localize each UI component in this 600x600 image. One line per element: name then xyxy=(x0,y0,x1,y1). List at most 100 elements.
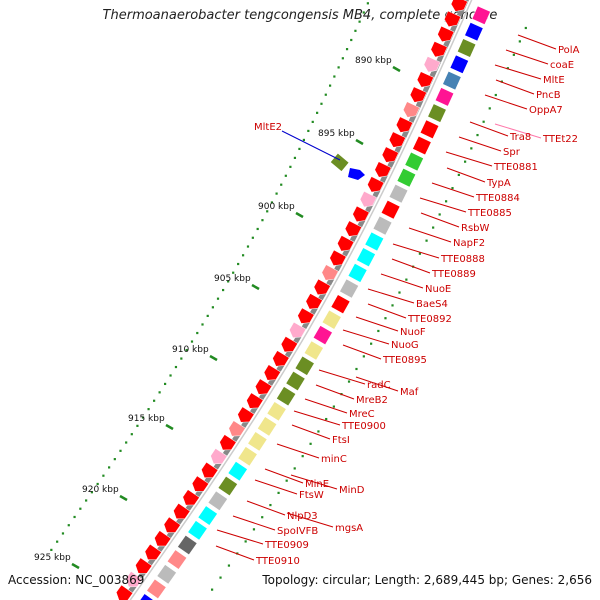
label-leader xyxy=(484,94,528,110)
gene-arrow xyxy=(359,190,377,208)
label-leader xyxy=(304,398,348,414)
gene-features xyxy=(115,0,491,600)
gene-block xyxy=(372,215,393,236)
guide-dot xyxy=(261,219,264,222)
guide-dot xyxy=(482,120,485,123)
label-leader xyxy=(367,303,407,319)
guide-dot xyxy=(232,271,235,274)
label-leader xyxy=(286,512,334,528)
guide-dot xyxy=(153,399,156,402)
guide-dot xyxy=(50,548,53,552)
guide-dot xyxy=(96,482,99,486)
guide-dot xyxy=(345,48,349,51)
scale-tick-label: 920 kbp xyxy=(82,485,119,495)
label-leader xyxy=(392,243,440,259)
gene-block xyxy=(434,87,455,107)
guide-dot xyxy=(341,57,344,60)
gene-arrow xyxy=(246,392,264,409)
label-leader xyxy=(431,182,475,198)
gene-block xyxy=(187,520,208,541)
gene-block xyxy=(456,38,477,58)
scale-tick-label: 915 kbp xyxy=(128,414,165,424)
guide-dot xyxy=(241,254,245,257)
gene-block xyxy=(442,70,462,91)
guide-dot xyxy=(85,499,88,502)
label-leader xyxy=(505,49,549,65)
gene-arrow xyxy=(173,502,191,520)
scale-ticks: 890 kbp 895 kbp 900 kbp 905 kbp 910 kbp 915 k… xyxy=(34,56,401,570)
gene-label: SpoIVFB xyxy=(277,526,318,537)
guide-dot xyxy=(384,317,387,320)
guide-dot xyxy=(147,408,150,411)
gene-block xyxy=(227,460,248,482)
gene-block xyxy=(380,199,401,220)
guide-dot xyxy=(246,245,250,248)
guide-dot xyxy=(470,147,473,150)
label-leader xyxy=(254,479,298,495)
gene-arrow xyxy=(402,101,421,118)
gene-label: TTE0895 xyxy=(382,355,427,366)
guide-dot xyxy=(227,280,230,283)
gene-block xyxy=(388,183,409,204)
label-leader xyxy=(355,376,399,392)
guide-dot xyxy=(418,252,422,255)
gene-arrow xyxy=(409,86,427,103)
guide-dot xyxy=(130,433,133,436)
scale-tick-mark xyxy=(119,494,128,502)
label-leader xyxy=(291,424,331,440)
guide-dot xyxy=(316,111,319,114)
guide-dot xyxy=(174,365,178,369)
guide-dot xyxy=(398,291,401,294)
gene-arrow xyxy=(201,461,219,478)
guide-dot xyxy=(362,355,365,358)
label-leader xyxy=(446,167,486,183)
map-title: Thermoanaerobacter tengcongensis MB4, co… xyxy=(102,8,498,23)
gene-label: TTE0885 xyxy=(467,208,512,219)
gene-block xyxy=(275,386,297,407)
scale-tick-mark xyxy=(165,423,174,431)
gene-block xyxy=(404,151,424,172)
scale-tick-label: 895 kbp xyxy=(318,129,355,139)
gene-block xyxy=(303,340,324,361)
gene-block xyxy=(197,505,218,526)
guide-dot xyxy=(324,93,327,96)
guide-dot xyxy=(494,93,497,97)
guide-dot xyxy=(61,532,65,535)
guide-dot xyxy=(317,430,320,433)
guide-dot xyxy=(512,53,515,56)
guide-dot xyxy=(328,84,332,87)
guide-dot xyxy=(185,348,188,352)
guide-dot xyxy=(370,342,373,345)
gene-label: NuoE xyxy=(425,284,451,295)
gene-arrow xyxy=(337,235,355,252)
label-leader xyxy=(420,212,460,228)
gene-arrow xyxy=(388,131,406,148)
label-leader xyxy=(380,273,424,289)
label-leader xyxy=(216,529,264,545)
gene-arrow xyxy=(313,278,331,295)
gene-arrow xyxy=(263,364,281,381)
gene-label: NlpD3 xyxy=(287,511,318,522)
gene-block xyxy=(312,325,333,346)
guide-dot xyxy=(244,540,247,543)
guide-dot xyxy=(158,391,161,394)
gene-labels: PolA coaE MltE PncB OppA7 TTEt22 Tra8 Spr TTE088… xyxy=(215,34,580,567)
scale-tick-label: 925 kbp xyxy=(34,553,71,563)
gene-block xyxy=(412,135,432,156)
guide-dot xyxy=(355,367,358,371)
guide-dot xyxy=(325,417,328,421)
gene-block xyxy=(427,103,447,123)
accession-text: Accession: NC_003869 xyxy=(8,573,145,587)
gene-block xyxy=(285,370,306,392)
gene-label: FtsI xyxy=(332,435,350,446)
guide-dot xyxy=(163,382,167,386)
gene-arrow xyxy=(272,350,290,367)
gene-label: MreB2 xyxy=(356,395,388,406)
guide-dot xyxy=(269,503,272,507)
guide-dot xyxy=(518,40,521,43)
gene-label: FtsW xyxy=(299,490,324,501)
label-leader xyxy=(281,130,341,161)
gene-label: MinD xyxy=(339,485,365,496)
scale-tick-mark xyxy=(295,211,304,219)
label-leader xyxy=(342,344,382,360)
